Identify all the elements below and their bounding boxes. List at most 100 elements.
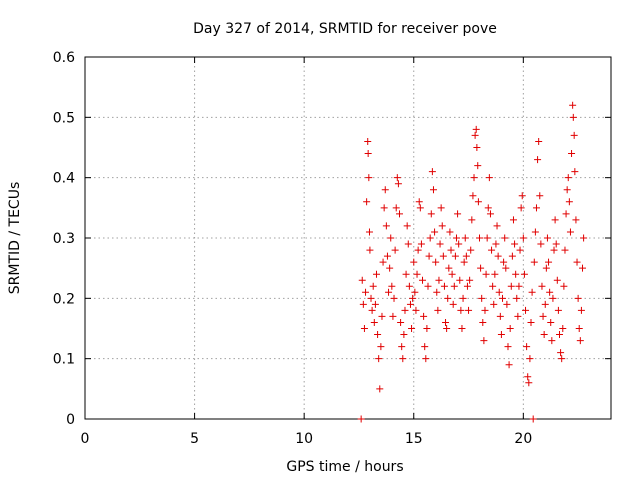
y-tick-label: 0.4 xyxy=(53,171,75,187)
data-point xyxy=(562,210,570,218)
data-point xyxy=(479,318,487,326)
data-point xyxy=(376,385,384,393)
tick-layer: 0 0.1 0.2 0.3 0.4 0.5 0.6 0 5 10 15 20 xyxy=(53,50,611,447)
data-point xyxy=(408,325,416,332)
data-point xyxy=(365,228,373,236)
data-point xyxy=(481,306,489,314)
data-points xyxy=(357,101,588,423)
data-point xyxy=(515,282,523,290)
data-point xyxy=(549,294,557,302)
data-point xyxy=(420,312,428,320)
data-point xyxy=(575,325,583,332)
data-point xyxy=(513,294,521,302)
y-tick-label: 0.3 xyxy=(53,231,75,247)
data-point xyxy=(564,174,572,182)
data-point xyxy=(529,415,537,423)
data-point xyxy=(490,300,498,308)
data-point xyxy=(366,246,374,254)
data-point xyxy=(547,318,555,326)
data-point xyxy=(386,264,394,272)
data-point xyxy=(573,258,581,266)
data-point xyxy=(372,270,380,278)
data-point xyxy=(396,210,404,218)
data-point xyxy=(388,282,396,290)
data-point xyxy=(465,306,473,314)
data-point xyxy=(488,246,496,254)
data-point xyxy=(414,246,422,254)
data-point xyxy=(374,331,382,339)
data-point xyxy=(364,137,372,145)
data-point xyxy=(405,282,413,290)
data-point xyxy=(543,234,551,242)
data-point xyxy=(500,258,508,266)
data-point xyxy=(474,162,482,170)
data-point xyxy=(554,306,562,314)
data-point xyxy=(579,264,587,272)
data-point xyxy=(520,270,528,278)
data-point xyxy=(457,306,465,314)
data-point xyxy=(460,258,468,266)
data-point xyxy=(492,240,500,248)
data-point xyxy=(449,300,457,308)
y-tick-label: 0.5 xyxy=(53,110,75,126)
data-point xyxy=(469,192,477,200)
data-point xyxy=(364,150,372,158)
data-point xyxy=(448,270,456,278)
data-point xyxy=(436,240,444,248)
data-point xyxy=(550,246,558,254)
data-point xyxy=(559,325,567,332)
data-point xyxy=(517,204,525,212)
data-point xyxy=(461,234,469,242)
x-tick-label: 10 xyxy=(295,431,313,447)
data-point xyxy=(496,312,504,320)
x-tick-label: 15 xyxy=(405,431,423,447)
data-point xyxy=(483,234,491,242)
data-point xyxy=(504,343,512,351)
data-point xyxy=(527,318,535,326)
data-point xyxy=(482,270,490,278)
data-point xyxy=(432,258,440,266)
data-point xyxy=(375,355,383,363)
data-point xyxy=(534,156,542,164)
data-point xyxy=(462,252,470,260)
x-tick-label: 0 xyxy=(81,431,90,447)
data-point xyxy=(392,204,400,212)
data-point xyxy=(403,222,411,230)
y-tick-label: 0.6 xyxy=(53,50,75,66)
y-tick-label: 0.2 xyxy=(53,291,75,307)
data-point xyxy=(548,337,556,345)
data-point xyxy=(531,228,539,236)
data-point xyxy=(558,355,566,363)
data-point xyxy=(484,204,492,212)
data-point xyxy=(394,180,402,188)
data-point xyxy=(439,252,447,260)
data-point xyxy=(545,258,553,266)
data-point xyxy=(410,258,418,266)
data-point xyxy=(411,288,419,296)
data-point xyxy=(569,113,577,121)
data-point xyxy=(458,325,466,332)
chart-title: Day 327 of 2014, SRMTID for receiver pov… xyxy=(193,21,497,37)
data-point xyxy=(532,204,540,212)
data-point xyxy=(419,276,427,284)
data-point xyxy=(495,288,503,296)
data-point xyxy=(555,331,563,339)
data-point xyxy=(357,415,365,423)
data-point xyxy=(427,210,435,218)
data-point xyxy=(577,306,585,314)
data-point xyxy=(455,240,463,248)
data-point xyxy=(511,240,519,248)
data-point xyxy=(468,216,476,224)
data-point xyxy=(429,186,437,194)
data-point xyxy=(536,192,544,200)
data-point xyxy=(424,282,432,290)
data-point xyxy=(390,294,398,302)
data-point xyxy=(423,325,431,332)
data-point xyxy=(551,216,559,224)
data-point xyxy=(369,282,377,290)
data-point xyxy=(404,240,412,248)
data-point xyxy=(537,240,545,248)
data-point xyxy=(389,312,397,320)
data-point xyxy=(433,288,441,296)
data-point xyxy=(402,270,410,278)
